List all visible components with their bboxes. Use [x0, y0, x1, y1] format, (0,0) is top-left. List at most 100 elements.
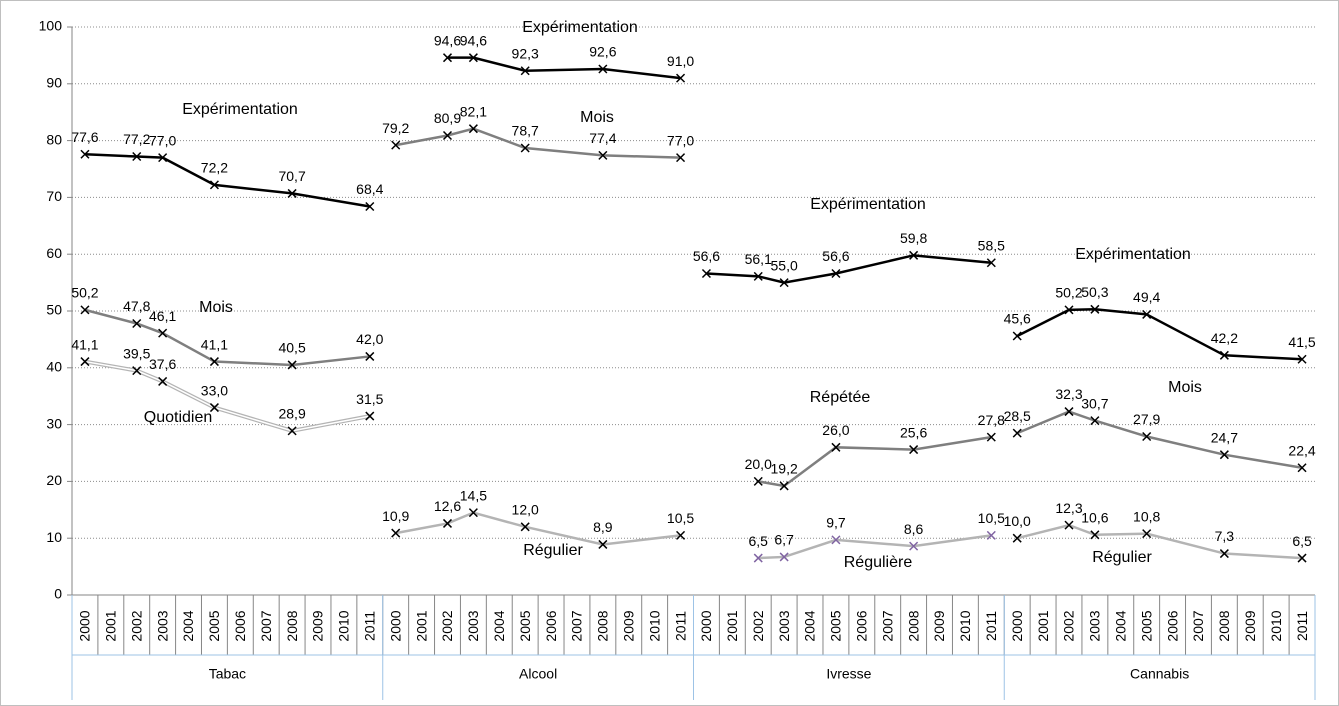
data-label: 55,0 — [771, 257, 798, 273]
data-label: 8,6 — [904, 521, 924, 537]
x-tick-label: 2001 — [103, 610, 119, 641]
point-marker — [158, 153, 168, 163]
x-tick-label: 2001 — [724, 610, 740, 641]
point-marker — [831, 442, 841, 452]
data-label: 12,6 — [434, 498, 461, 514]
data-label: 41,1 — [71, 336, 98, 352]
data-label: 77,0 — [667, 132, 694, 148]
series-name: Expérimentation — [522, 19, 638, 36]
data-label: 78,7 — [512, 123, 539, 139]
point-marker — [753, 476, 763, 486]
data-label: 92,3 — [512, 45, 539, 61]
x-tick-label: 2000 — [1009, 610, 1025, 641]
x-tick-label: 2001 — [413, 610, 429, 641]
data-label: 32,3 — [1055, 386, 1082, 402]
data-label: 28,9 — [278, 406, 305, 422]
data-label: 9,7 — [826, 515, 846, 531]
data-label: 50,2 — [1055, 285, 1082, 301]
x-tick-label: 2005 — [517, 610, 533, 641]
data-label: 77,6 — [71, 129, 98, 145]
point-marker — [365, 411, 375, 421]
x-tick-label: 2003 — [776, 610, 792, 641]
data-label: 59,8 — [900, 230, 927, 246]
point-marker — [209, 403, 219, 413]
data-label: 41,5 — [1288, 334, 1315, 350]
data-label: 45,6 — [1004, 311, 1031, 327]
x-tick-label: 2008 — [284, 610, 300, 641]
point-marker — [520, 66, 530, 76]
data-label: 94,6 — [434, 32, 461, 48]
series-line — [1016, 308, 1303, 361]
series-line — [706, 254, 992, 284]
x-tick-label: 2011 — [672, 611, 688, 641]
point-marker — [779, 552, 789, 562]
point-marker — [1090, 304, 1100, 314]
data-label: 6,5 — [1292, 533, 1312, 549]
point-marker — [442, 518, 453, 528]
x-tick-label: 2007 — [879, 610, 895, 641]
data-label: 10,9 — [382, 508, 409, 524]
point-marker — [1219, 450, 1229, 460]
point-marker — [287, 188, 297, 198]
x-tick-label: 2005 — [1138, 610, 1154, 641]
y-tick-label: 70 — [46, 188, 62, 204]
point-marker — [1064, 520, 1074, 530]
y-tick-label: 20 — [46, 472, 62, 488]
series-name: Expérimentation — [1075, 246, 1191, 263]
y-tick-label: 50 — [46, 302, 62, 318]
x-tick-label: 2008 — [905, 610, 921, 641]
point-marker — [831, 535, 841, 545]
point-marker — [909, 541, 919, 551]
data-label: 14,5 — [460, 487, 487, 503]
data-label: 68,4 — [356, 181, 383, 197]
point-marker — [1219, 549, 1229, 559]
x-tick-label: 2005 — [828, 610, 844, 641]
point-marker — [986, 432, 996, 442]
data-label: 94,6 — [460, 32, 487, 48]
point-marker — [391, 140, 401, 150]
x-tick-label: 2010 — [646, 610, 662, 641]
point-marker — [391, 528, 401, 538]
point-marker — [468, 508, 478, 518]
point-marker — [676, 73, 686, 83]
data-label: 12,0 — [512, 502, 539, 518]
x-tick-label: 2006 — [232, 610, 248, 641]
group-label: Ivresse — [826, 666, 871, 682]
data-label: 91,0 — [667, 53, 694, 69]
point-marker — [1142, 431, 1152, 442]
point-marker — [287, 360, 297, 370]
y-tick-label: 10 — [46, 529, 62, 545]
data-label: 28,5 — [1004, 408, 1031, 424]
series-name: Mois — [580, 109, 614, 126]
data-label: 33,0 — [201, 382, 228, 398]
data-label: 56,6 — [822, 248, 849, 264]
x-tick-label: 2004 — [1112, 610, 1128, 641]
point-marker — [986, 258, 996, 268]
series-name: Régulier — [1092, 549, 1152, 566]
data-label: 6,7 — [774, 532, 794, 548]
data-label: 25,6 — [900, 424, 927, 440]
x-tick-label: 2004 — [802, 610, 818, 641]
x-tick-label: 2002 — [750, 610, 766, 641]
x-tick-label: 2004 — [491, 610, 507, 641]
point-marker — [598, 539, 608, 549]
y-tick-label: 0 — [54, 586, 62, 602]
point-marker — [80, 357, 90, 367]
data-label: 77,2 — [123, 131, 150, 147]
series-name: Quotidien — [144, 409, 213, 426]
y-tick-label: 30 — [46, 415, 62, 431]
point-marker — [520, 522, 530, 532]
x-tick-label: 2009 — [310, 610, 326, 641]
x-tick-label: 2010 — [336, 610, 352, 641]
x-tick-label: 2007 — [258, 610, 274, 641]
x-tick-label: 2009 — [1242, 610, 1258, 641]
series-name: Expérimentation — [810, 196, 926, 213]
y-tick-label: 60 — [46, 245, 62, 261]
point-marker — [1012, 331, 1022, 341]
point-marker — [1090, 416, 1100, 426]
data-label: 41,1 — [201, 336, 228, 352]
data-label: 7,3 — [1215, 528, 1235, 544]
point-marker — [753, 271, 763, 281]
data-label: 26,0 — [822, 422, 849, 438]
data-label: 30,7 — [1081, 395, 1108, 411]
